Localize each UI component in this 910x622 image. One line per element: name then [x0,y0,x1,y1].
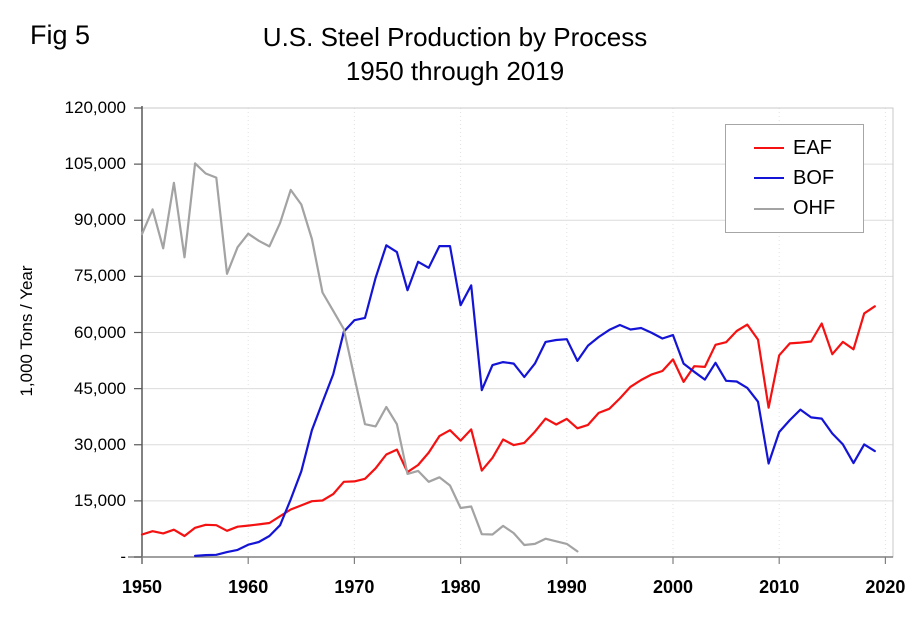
chart-title-line2: 1950 through 2019 [345,56,565,86]
ohf-line-swatch [754,207,784,210]
y-tick-label: 90,000 [74,210,126,230]
y-tick-label: 45,000 [74,378,126,398]
legend-label-eaf: EAF [793,136,832,159]
y-tick-label: 60,000 [74,322,126,342]
x-tick-label: 2020 [865,577,906,597]
x-tick-label: 2000 [652,577,694,597]
x-tick-label: 1980 [440,577,481,597]
y-tick-label: - [120,547,126,566]
series-line-ohf [140,162,579,553]
bof-line-swatch [754,177,784,180]
legend: EAF BOF OHF [725,124,864,233]
figure-label: Fig 5 [30,20,91,50]
y-tick-label: 30,000 [74,434,126,454]
x-tick-label: 2010 [759,577,800,597]
y-tick-label: 75,000 [74,266,126,286]
eaf-line-swatch [754,147,784,150]
legend-label-bof: BOF [793,166,835,189]
y-tick-label: 105,000 [64,154,126,174]
x-tick-label: 1950 [121,577,163,597]
legend-label-ohf: OHF [793,197,836,220]
chart-title-line1: U.S. Steel Production by Process [262,22,648,52]
legend-item-bof: BOF [754,167,863,190]
legend-item-ohf: OHF [754,197,863,220]
y-tick-label: 15,000 [74,490,126,510]
x-tick-label: 1970 [334,577,375,597]
series-line-bof [194,244,876,558]
legend-item-eaf: EAF [754,137,863,160]
x-tick-label: 1960 [228,577,269,597]
x-tick-label: 1990 [546,577,587,597]
y-tick-label: 120,000 [64,98,126,117]
chart-title: U.S. Steel Production by Process 1950 th… [0,20,910,88]
series-line-eaf [140,305,876,538]
